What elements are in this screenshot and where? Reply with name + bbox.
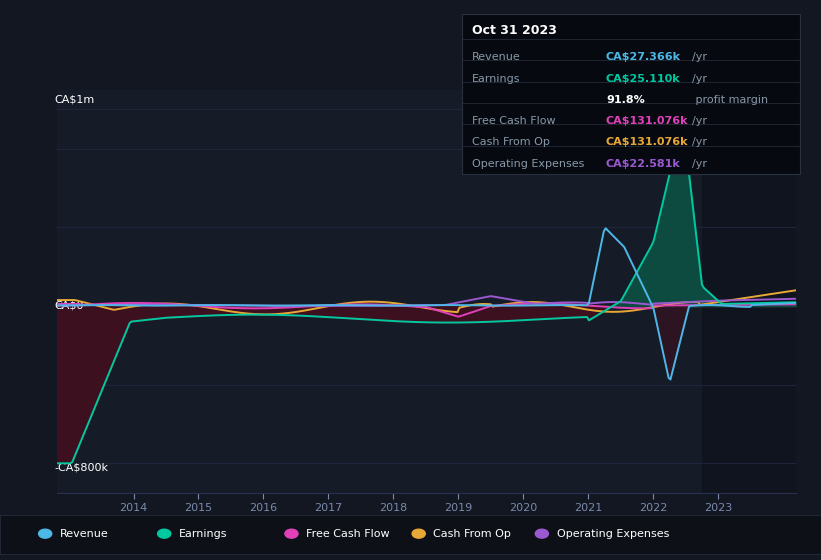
Text: /yr: /yr — [692, 52, 707, 62]
Text: -CA$800k: -CA$800k — [54, 462, 108, 472]
Text: Operating Expenses: Operating Expenses — [557, 529, 669, 539]
Text: CA$131.076k: CA$131.076k — [606, 116, 688, 126]
Text: CA$1m: CA$1m — [54, 95, 94, 104]
Bar — [702, 90, 821, 493]
Text: Operating Expenses: Operating Expenses — [472, 158, 585, 169]
Text: CA$27.366k: CA$27.366k — [606, 52, 681, 62]
Text: /yr: /yr — [692, 73, 707, 83]
Text: Cash From Op: Cash From Op — [472, 137, 550, 147]
Text: CA$131.076k: CA$131.076k — [606, 137, 688, 147]
Text: /yr: /yr — [692, 158, 707, 169]
Text: profit margin: profit margin — [692, 95, 768, 105]
Text: 91.8%: 91.8% — [606, 95, 644, 105]
Text: Free Cash Flow: Free Cash Flow — [306, 529, 390, 539]
Text: CA$22.581k: CA$22.581k — [606, 158, 681, 169]
Text: Earnings: Earnings — [472, 73, 521, 83]
Text: Revenue: Revenue — [60, 529, 108, 539]
Text: /yr: /yr — [692, 137, 707, 147]
Text: /yr: /yr — [692, 116, 707, 126]
Text: Oct 31 2023: Oct 31 2023 — [472, 24, 557, 37]
Text: Earnings: Earnings — [179, 529, 227, 539]
Text: Free Cash Flow: Free Cash Flow — [472, 116, 556, 126]
Text: Cash From Op: Cash From Op — [433, 529, 511, 539]
Text: CA$25.110k: CA$25.110k — [606, 73, 681, 83]
Text: CA$0: CA$0 — [54, 301, 84, 311]
Text: Revenue: Revenue — [472, 52, 521, 62]
